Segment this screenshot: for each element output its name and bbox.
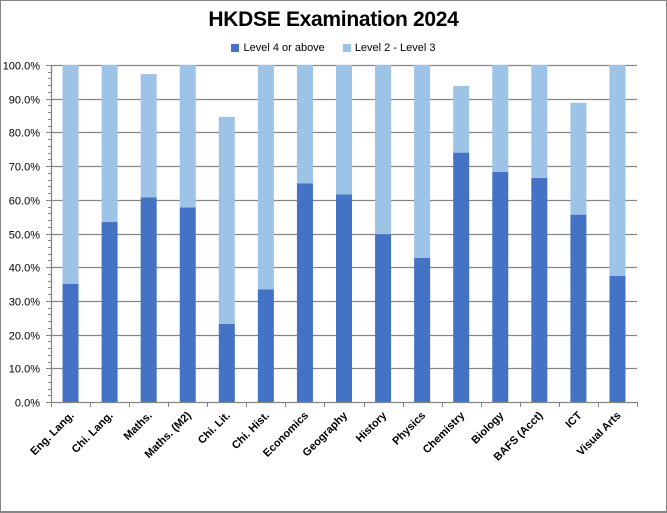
x-category-label: Chi. Lit. (196, 410, 233, 447)
bar-segment-level4 (453, 152, 470, 402)
legend-label-level2-3: Level 2 - Level 3 (354, 42, 436, 54)
legend-item-level2-3: Level 2 - Level 3 (342, 42, 436, 54)
x-category-label: Chi. Lang. (70, 410, 116, 456)
legend: Level 4 or above Level 2 - Level 3 (0, 42, 667, 54)
x-category-label: Physics (390, 410, 428, 448)
y-tick-label: 80.0% (9, 128, 40, 140)
bar-segment-level4 (570, 214, 587, 402)
y-tick-label: 50.0% (9, 230, 40, 242)
bar-segment-level2-3 (375, 65, 392, 235)
bar-segment-level2-3 (531, 65, 548, 178)
y-tick-label: 100.0% (3, 61, 41, 73)
y-axis: 0.0% 10.0% 20.0% 30.0% 40.0% 50.0% 60.0% 70.0% 8… (3, 61, 53, 410)
x-category-label: History (354, 409, 390, 445)
y-tick-label: 90.0% (9, 95, 40, 107)
y-tick-label: 60.0% (9, 196, 40, 208)
bar-segment-level4 (609, 275, 626, 402)
bar-segment-level4 (179, 207, 196, 402)
bar-segment-level4 (101, 222, 118, 402)
legend-swatch-level2-3-icon (342, 44, 351, 52)
x-category-label: ICT (563, 409, 584, 430)
bar-segment-level4 (414, 257, 431, 402)
chart-title: HKDSE Examination 2024 (208, 8, 459, 31)
bar-segment-level2-3 (336, 65, 352, 195)
bar-segment-level4 (218, 323, 235, 402)
bar-segment-level2-3 (140, 74, 157, 198)
x-axis: Eng. Lang.Chi. Lang. Maths.Maths. (M2) Chi… (28, 401, 638, 463)
bar-segment-level2-3 (609, 65, 626, 276)
y-tick-label: 40.0% (9, 263, 40, 275)
x-category-label: Biology (469, 409, 507, 447)
bar-segment-level2-3 (570, 102, 587, 215)
bar-segment-level4 (492, 171, 509, 402)
legend-item-level4: Level 4 or above (231, 42, 325, 54)
bar-segment-level2-3 (453, 85, 470, 153)
bar-segment-level2-3 (296, 65, 313, 184)
x-category-label: Chemistry (421, 409, 468, 456)
y-tick-label: 30.0% (9, 297, 40, 309)
bar-segment-level4 (257, 289, 274, 402)
x-category-label: Eng. Lang. (28, 410, 76, 458)
y-tick-label: 20.0% (9, 331, 40, 343)
bar-segment-level4 (531, 177, 548, 402)
x-category-label: Maths. (122, 410, 155, 443)
bar-segment-level4 (62, 283, 79, 402)
bar-segment-level2-3 (257, 65, 274, 290)
bar-segment-level2-3 (414, 65, 431, 258)
bar-segment-level4 (375, 234, 392, 402)
legend-label-level4: Level 4 or above (243, 42, 325, 54)
bar-segment-level4 (140, 197, 157, 402)
y-tick-label: 70.0% (9, 162, 40, 174)
y-tick-label: 10.0% (9, 364, 40, 376)
bar-segment-level4 (296, 183, 313, 402)
bar-segment-level2-3 (492, 65, 509, 172)
bars (62, 65, 626, 402)
legend-swatch-level4-icon (231, 44, 240, 52)
bar-segment-level2-3 (62, 65, 79, 284)
bar-segment-level2-3 (218, 116, 235, 324)
bar-segment-level2-3 (101, 65, 118, 223)
y-tick-label: 0.0% (15, 398, 40, 410)
bar-segment-level4 (336, 194, 352, 402)
bar-segment-level2-3 (179, 65, 196, 208)
